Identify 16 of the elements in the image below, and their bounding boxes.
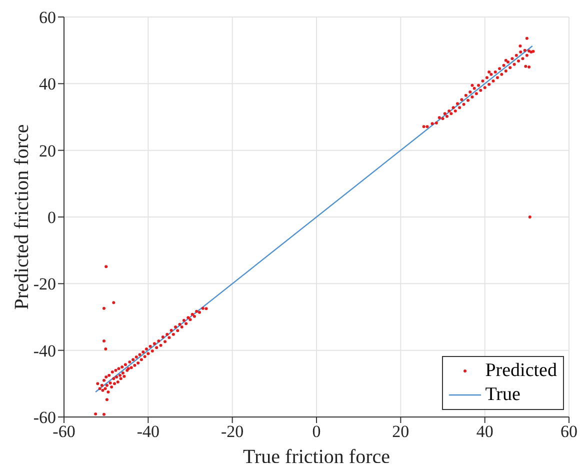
legend-label: Predicted bbox=[485, 359, 557, 383]
y-axis-title: Predicted friction force bbox=[11, 124, 33, 310]
y-tick-label: 40 bbox=[39, 74, 56, 94]
y-tick-label: -40 bbox=[33, 341, 56, 360]
legend-label: True bbox=[485, 383, 520, 407]
x-tick-label: 0 bbox=[312, 422, 321, 442]
y-tick-label: 60 bbox=[39, 8, 56, 28]
y-tick-label: 20 bbox=[39, 141, 56, 160]
x-tick-label: 60 bbox=[560, 422, 578, 442]
x-tick-label: -20 bbox=[220, 422, 244, 442]
x-tick-label: 40 bbox=[476, 422, 494, 442]
x-tick-label: 20 bbox=[392, 422, 410, 442]
y-tick-label: 0 bbox=[48, 208, 56, 228]
y-tick-label: -20 bbox=[33, 274, 56, 294]
x-tick-label: -40 bbox=[136, 422, 160, 442]
x-axis-title: True friction force bbox=[243, 446, 390, 468]
